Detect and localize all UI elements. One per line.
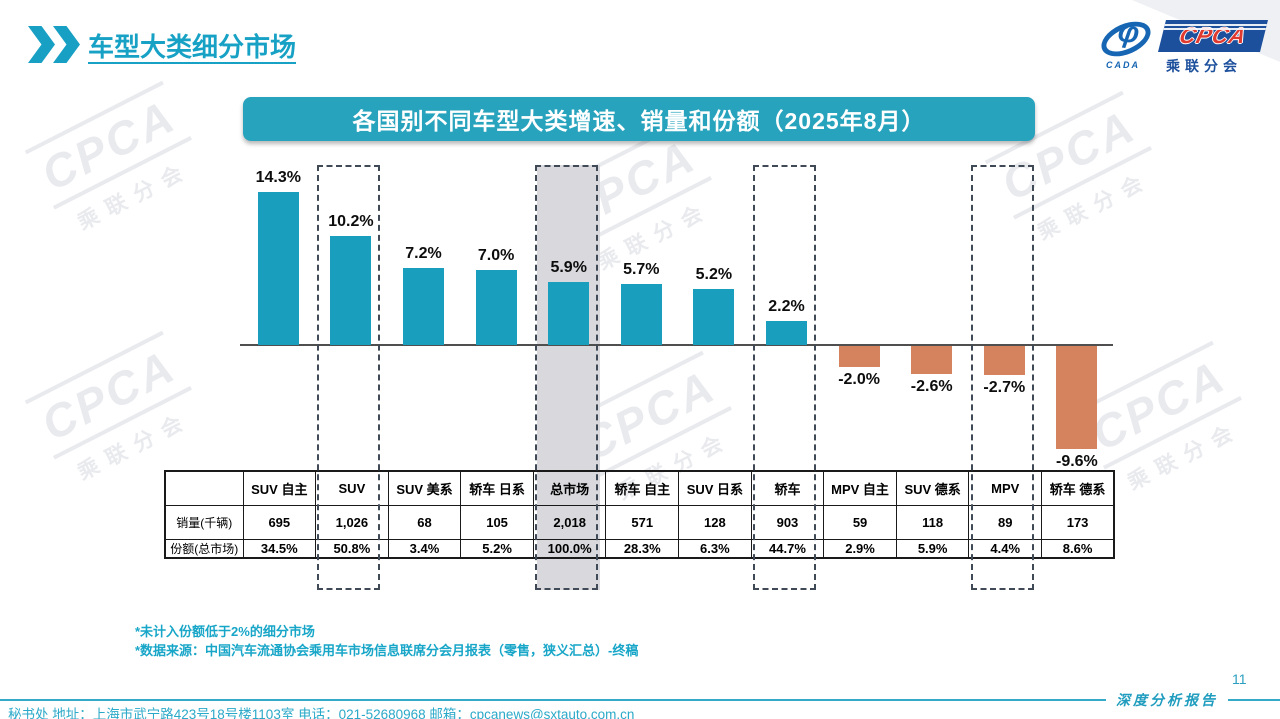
highlight-box-轿车 <box>753 165 816 590</box>
growth-label-轿车 日系: 7.0% <box>477 247 515 265</box>
growth-label-轿车: 2.2% <box>768 298 805 316</box>
growth-label-MPV: -2.7% <box>983 378 1026 396</box>
growth-label-SUV 德系: -2.6% <box>910 377 953 395</box>
table-cell: 5.9% <box>895 538 970 558</box>
table-header-SUV 自主: SUV 自主 <box>242 470 317 506</box>
footnote-line: *数据来源：中国汽车流通协会乘用车市场信息联席分会月报表（零售，狭义汇总）-终稿 <box>135 643 639 658</box>
growth-label-轿车 德系: -9.6% <box>1055 452 1098 470</box>
table-cell: 1,026 <box>315 504 389 540</box>
table-cell: 105 <box>460 504 534 540</box>
cada-label: CADA <box>1106 60 1140 70</box>
growth-bar-SUV 美系 <box>403 267 444 345</box>
table-cell: 50.8% <box>315 538 389 558</box>
table-header-轿车 日系: 轿车 日系 <box>460 470 534 506</box>
table-header-总市场: 总市场 <box>532 470 607 506</box>
cpca-logo-text: CPCA <box>1176 23 1250 48</box>
table-header-SUV 日系: SUV 日系 <box>678 470 752 506</box>
table-cell: 3.4% <box>387 538 462 558</box>
footnotes: *未计入份额低于2%的细分市场 *数据来源：中国汽车流通协会乘用车市场信息联席分… <box>135 622 638 660</box>
table-header-SUV 德系: SUV 德系 <box>895 470 970 506</box>
growth-bar-SUV <box>330 235 372 345</box>
table-corner-cell <box>164 470 244 506</box>
table-cell: 571 <box>605 504 680 540</box>
table-cell: 100.0% <box>532 538 607 558</box>
chart-title-banner: 各国别不同车型大类增速、销量和份额（2025年8月） <box>243 97 1035 141</box>
table-cell: 4.4% <box>968 538 1043 558</box>
table-cell: 89 <box>968 504 1043 540</box>
table-header-轿车 德系: 轿车 德系 <box>1041 470 1115 506</box>
highlight-box-SUV <box>317 165 381 590</box>
highlight-box-总市场 <box>535 165 599 590</box>
table-cell: 2,018 <box>532 504 607 540</box>
cpca-logo-subtext: 乘联分会 <box>1166 58 1242 74</box>
page-title: 车型大类细分市场 <box>88 32 297 62</box>
table-cell: 695 <box>242 504 317 540</box>
footer-contact: 秘书处 地址：上海市武宁路423号18号楼1103室 电话：021-526809… <box>8 707 635 719</box>
growth-bar-轿车 德系 <box>1056 346 1098 449</box>
growth-bar-轿车 日系 <box>475 270 517 345</box>
growth-bar-SUV 日系 <box>693 289 735 345</box>
growth-bar-SUV 自主 <box>257 191 299 345</box>
footnote-line: *未计入份额低于2%的细分市场 <box>135 624 315 639</box>
table-cell: 903 <box>750 504 825 540</box>
report-type-label: 深度分析报告 <box>1106 690 1228 710</box>
table-row-label: 销量(千辆) <box>164 504 244 540</box>
growth-label-SUV 美系: 7.2% <box>405 244 442 262</box>
growth-label-轿车 自主: 5.7% <box>623 261 660 278</box>
growth-bar-总市场 <box>548 281 590 345</box>
table-cell: 128 <box>678 504 752 540</box>
table-cell: 34.5% <box>242 538 317 558</box>
table-cell: 173 <box>1041 504 1115 540</box>
table-cell: 118 <box>895 504 970 540</box>
table-header-MPV 自主: MPV 自主 <box>823 470 897 506</box>
growth-label-SUV: 10.2% <box>328 212 374 230</box>
growth-bar-轿车 自主 <box>620 284 662 345</box>
page-number: 11 <box>1232 671 1247 687</box>
growth-label-MPV 自主: -2.0% <box>838 371 880 389</box>
table-cell: 2.9% <box>823 538 897 558</box>
table-cell: 28.3% <box>605 538 680 558</box>
growth-bar-SUV 德系 <box>911 346 953 374</box>
table-header-MPV: MPV <box>968 470 1043 506</box>
table-header-轿车 自主: 轿车 自主 <box>605 470 680 506</box>
footer-divider <box>0 699 1280 701</box>
table-row-label: 份额(总市场) <box>164 538 244 558</box>
table-cell: 5.2% <box>460 538 534 558</box>
table-cell: 68 <box>387 504 462 540</box>
table-cell: 44.7% <box>750 538 825 558</box>
growth-bar-轿车 <box>766 321 807 345</box>
table-cell: 59 <box>823 504 897 540</box>
table-cell: 6.3% <box>678 538 752 558</box>
growth-bar-MPV <box>983 346 1025 375</box>
x-axis-line <box>240 344 1113 346</box>
cpca-logo: φ CADA CPCA 乘联分会 <box>1096 15 1270 76</box>
table-header-SUV 美系: SUV 美系 <box>387 470 462 506</box>
growth-label-总市场: 5.9% <box>550 258 587 276</box>
growth-label-SUV 日系: 5.2% <box>695 266 733 284</box>
cpca-logo-box: CPCA <box>1158 20 1268 52</box>
growth-label-SUV 自主: 14.3% <box>255 168 301 186</box>
table-cell: 8.6% <box>1041 538 1115 558</box>
highlight-box-MPV <box>970 165 1034 590</box>
growth-bar-MPV 自主 <box>838 346 880 368</box>
data-table: SUV 自主 SUV SUV 美系 轿车 日系 总市场 轿车 自主 SUV 日系 轿车 MPV … <box>164 470 1116 559</box>
